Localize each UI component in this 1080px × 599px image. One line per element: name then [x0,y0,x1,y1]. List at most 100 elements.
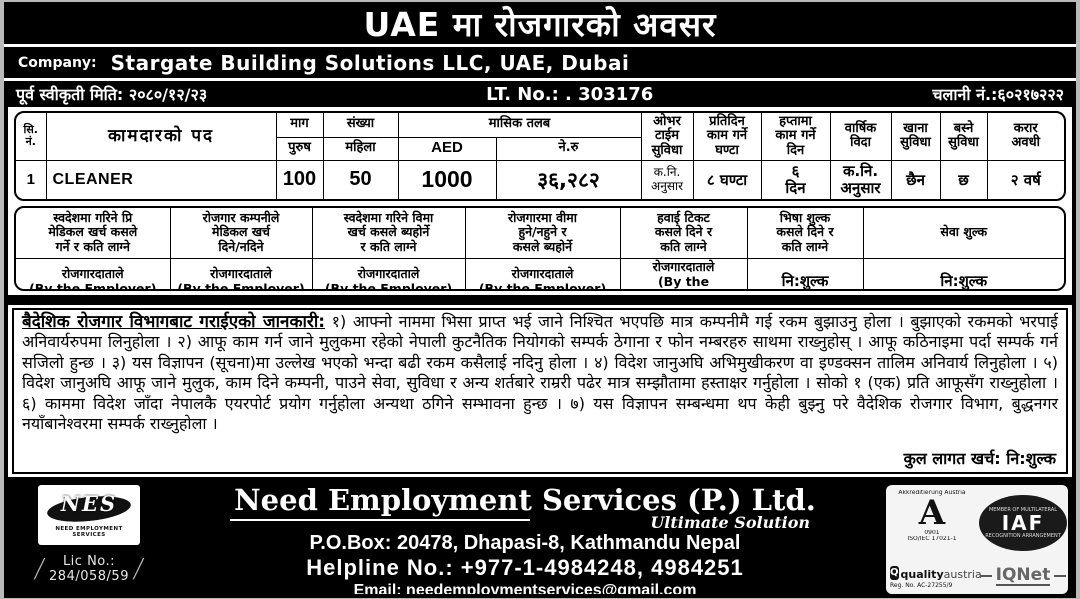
license-label: Lic No.: [62,554,116,569]
col-header-contract: करार अवधी [986,113,1064,161]
iqnet-row: IQNet [979,564,1067,586]
agency-name: Need Employment Services (P.) Ltd. [234,485,816,517]
total-cost-label: कुल लागत खर्च: नि:शुल्क [897,447,1056,469]
benefit-value-air-ticket: रोजगारदाताले (By the Employer) [619,257,748,289]
col-header-count: संख्या [322,113,399,138]
company-label: Company: [18,54,97,71]
col-header-position: कामदारको पद [45,113,277,161]
title-banner: UAE मा रोजगारको अवसर [4,2,1076,47]
cell-female: 50 [322,159,399,199]
nes-logo-arc-text: NEED EMPLOYMENT SERVICES [55,526,123,538]
cell-daily-hours: ८ घण्टा [692,159,762,199]
iso-standard-text: ISO/IEC 17021-1 [907,536,957,542]
benefit-value-insurance-job: रोजगारदाताले (By the Employer) [464,257,621,289]
dash-decoration [1054,574,1067,578]
austria-eagle-icon: A [918,493,946,533]
iaf-arc-bottom: RECOGNITION ARRANGEMENT [985,533,1061,539]
qualityaustria-brand: Q qualityaustria [890,563,982,582]
agency-email: Email: needemploymentservices@gmail.com [353,582,697,594]
divider [230,519,530,521]
cell-position: CLEANER [45,159,277,199]
benefit-header-insurance-home: स्वदेशमा गरिने विमा खर्च कसले ब्यहोर्ने … [311,208,466,259]
dash-decoration [979,574,992,578]
license-text: Lic No.: 284/058/59 [49,554,129,584]
iaf-logo: MEMBER OF MULTILATERAL IAF RECOGNITION A… [976,487,1068,559]
iqnet-logo: IQNet [976,559,1068,593]
benefit-value-medical: रोजगारदाताले (By the Employer) [169,257,313,289]
table-row: 1 CLEANER 100 50 1000 ३६,२८२ क.नि. अनुसा… [16,159,1064,199]
qualityaustria-reg-number: Reg. No. AC-27255/9 [890,582,953,589]
col-header-demand: माग [275,113,324,138]
benefits-table-frame: स्वदेशमा गरिने प्रि मेडिकल खर्च कसले गर्… [14,206,1066,291]
benefit-header-insurance-job: रोजगारमा वीमा हुने/नहुने र कसले ब्यहोर्न… [464,208,621,259]
cell-weekly-days: ६ दिन [760,159,831,199]
lt-number: LT. No.: . 303176 [486,83,654,105]
akkreditierung-arc-text: Akkreditierung Austria [898,490,966,496]
cell-annual-leave: क.नि. अनुसार [829,159,892,199]
iqnet-label: IQNet [995,564,1051,586]
col-header-annual-leave: वार्षिक विदा [829,113,892,161]
accreditation-code: 0901 [924,530,940,536]
notice-body: १) आफ्नो नाममा भिसा प्राप्त भई जाने निश्… [22,312,1058,434]
col-header-aed: AED [397,136,497,161]
nes-logo-monogram: NES [60,491,118,516]
cell-sn: 1 [16,159,47,199]
company-name: Stargate Building Solutions LLC, UAE, Du… [110,50,630,75]
iaf-label: IAF [1001,511,1045,535]
col-header-accommodation: बस्ने सुविधा [939,113,988,161]
notice-heading: बैदेशिक रोजगार विभागबाट गराईएको जानकारी: [22,312,326,332]
agency-helpline: Helpline No.: +977-1-4984248, 4984251 [306,555,744,580]
col-header-food: खाना सुविधा [890,113,941,161]
iaf-arc-top: MEMBER OF MULTILATERAL [988,507,1058,513]
col-header-npr: ने.रु [495,136,642,161]
iaf-oval-icon: MEMBER OF MULTILATERAL IAF RECOGNITION A… [979,495,1067,551]
chalani-number: चलानी नं.:६०२१७२२२ [932,85,1064,104]
cell-male: 100 [275,159,324,199]
agency-address: P.O.Box: 20478, Dhapasi-8, Kathmandu Nep… [309,532,741,554]
benefit-value-service-fee: नि:शुल्क [862,257,1064,289]
footer-center: Need Employment Services (P.) Ltd. Ultim… [164,485,886,594]
notice-paragraph: बैदेशिक रोजगार विभागबाट गराईएको जानकारी:… [22,312,1058,434]
notice-section: बैदेशिक रोजगार विभागबाट गराईएको जानकारी:… [8,305,1072,477]
cell-npr-salary: ३६,२८२ [495,159,642,199]
approval-bar: पूर्व स्वीकृती मिति: २०८०/१२/२३ LT. No.:… [4,81,1076,107]
cell-contract: २ वर्ष [986,159,1064,199]
benefit-value-visa-fee: नि:शुल्क [746,257,864,289]
footer-left: NES NEED EMPLOYMENT SERVICES / Lic No.: … [14,485,164,594]
cell-food: छैन [890,159,941,199]
document-frame: UAE मा रोजगारको अवसर Company: Stargate B… [4,2,1076,598]
col-header-salary: मासिक तलब [397,113,642,138]
akkreditierung-austria-logo: Akkreditierung Austria A 0901 ISO/IEC 17… [888,487,976,559]
tables-section: सि. नं. कामदारको पद माग संख्या मासिक तलब… [8,107,1072,295]
benefit-header-premedical: स्वदेशमा गरिने प्रि मेडिकल खर्च कसले गर्… [16,208,171,259]
certification-box: Akkreditierung Austria A 0901 ISO/IEC 17… [886,485,1068,594]
pre-approval-date: पूर्व स्वीकृती मिति: २०८०/१२/२३ [16,85,208,104]
qualityaustria-light: austria [943,568,982,581]
license-number-block: / Lic No.: 284/058/59 / [32,554,146,584]
cell-aed-salary: 1000 [397,159,497,199]
col-header-overtime: ओभर टाईम सुविधा [640,113,694,161]
company-bar: Company: Stargate Building Solutions LLC… [4,47,1076,81]
slash-decoration: / [131,554,146,584]
license-value: 284/058/59 [49,569,129,584]
qualityaustria-q-icon: Q [890,565,899,580]
col-header-weekly-days: हप्तामा काम गर्ने दिन [760,113,831,161]
col-header-sn: सि. नं. [16,113,47,161]
qualityaustria-bold: quality [900,568,944,581]
col-header-female: महिला [322,136,399,161]
benefits-table: स्वदेशमा गरिने प्रि मेडिकल खर्च कसले गर्… [16,208,1064,289]
cell-accommodation: छ [939,159,988,199]
slash-decoration: / [32,554,47,584]
benefit-value-insurance-home: रोजगारदाताले (By the Employer) [311,257,466,289]
benefit-value-premedical: रोजगारदाताले (By the Employer) [16,257,171,289]
job-table: सि. नं. कामदारको पद माग संख्या मासिक तलब… [16,113,1064,199]
notice-box: बैदेशिक रोजगार विभागबाट गराईएको जानकारी:… [12,308,1068,474]
benefit-header-service-fee: सेवा शुल्क [862,208,1064,259]
job-table-frame: सि. नं. कामदारको पद माग संख्या मासिक तलब… [14,111,1066,201]
nes-logo: NES NEED EMPLOYMENT SERVICES [38,485,140,545]
benefit-header-visa-fee: भिषा शुल्क कसले दिने र कति लाग्ने [746,208,864,259]
cell-overtime: क.नि. अनुसार [640,159,694,199]
agency-tagline: Ultimate Solution [650,513,810,532]
col-header-male: पुरुष [276,136,324,161]
